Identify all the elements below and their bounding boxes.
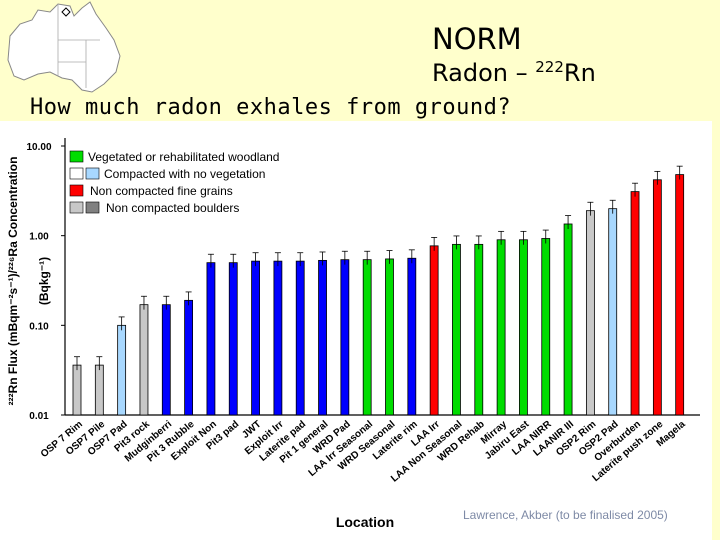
bar-12 <box>318 259 327 416</box>
bar-23 <box>563 223 573 416</box>
bar-13 <box>340 259 350 416</box>
location-marker <box>61 7 71 17</box>
legend-label-2: Compacted with no vegetation <box>104 167 265 181</box>
australia-outline <box>7 1 121 93</box>
bar-24 <box>585 210 595 416</box>
bar-5 <box>161 304 171 416</box>
bar-21 <box>519 239 528 416</box>
bar-18 <box>452 243 461 416</box>
radon-flux-chart: 10.00 1.00 0.10 0.01 ²²²Rn Flux (mBqm⁻²s⁻¹)/… <box>6 138 700 530</box>
bar-8 <box>228 262 238 416</box>
question-heading: How much radon exhales from ground? <box>30 95 512 120</box>
bar-15 <box>385 258 394 416</box>
bar-16 <box>407 257 417 416</box>
x-axis-label: Location <box>336 514 394 530</box>
australia-map <box>7 1 121 93</box>
legend-swatch-2 <box>85 167 100 180</box>
y-tick-label: 10.00 <box>26 142 51 153</box>
bar-27 <box>652 179 662 416</box>
y-tick-label: 0.01 <box>29 411 49 422</box>
bar-17 <box>429 245 439 416</box>
bar-9 <box>251 260 260 416</box>
slide-subtitle: Radon – 222Rn <box>432 58 596 87</box>
bar-26 <box>630 191 640 416</box>
subtitle-isotope-mass: 222 <box>535 58 564 76</box>
bar-7 <box>206 262 216 416</box>
legend-swatch-4a <box>69 201 84 214</box>
bar-1 <box>72 364 82 416</box>
bar-22 <box>541 238 551 416</box>
legend-swatch-1 <box>69 150 84 163</box>
legend-swatch-3 <box>69 184 84 197</box>
legend-swatch-4b <box>85 201 100 214</box>
slide-title: NORM <box>432 22 522 56</box>
subtitle-element: Rn <box>563 59 596 87</box>
bar-3 <box>117 324 127 416</box>
bar-2 <box>94 364 104 416</box>
bar-10 <box>273 260 283 416</box>
credit-note: Lawrence, Akber (to be finalised 2005) <box>463 508 668 522</box>
legend-swatch-2-blank <box>69 167 84 180</box>
state-borders <box>57 4 100 88</box>
y-tick-label: 0.10 <box>29 321 49 332</box>
y-axis-label: ²²²Rn Flux (mBqm⁻²s⁻¹)/²²⁶Ra Concentrati… <box>6 157 20 406</box>
legend-label-1: Vegetated or rehabilitated woodland <box>88 150 279 164</box>
y-axis-label-units: (Bqkg⁻¹) <box>37 257 51 305</box>
legend-label-3: Non compacted fine grains <box>90 184 233 198</box>
bar-28 <box>675 174 685 416</box>
bar-25 <box>608 208 618 416</box>
bar-14 <box>362 259 372 416</box>
bar-20 <box>496 239 506 416</box>
subtitle-text: Radon – <box>432 59 536 87</box>
bar-19 <box>474 243 484 416</box>
bar-11 <box>295 260 305 416</box>
bar-6 <box>184 299 194 416</box>
y-tick-label: 1.00 <box>29 232 49 243</box>
bar-4 <box>139 304 149 416</box>
legend-label-4: Non compacted boulders <box>106 201 239 215</box>
